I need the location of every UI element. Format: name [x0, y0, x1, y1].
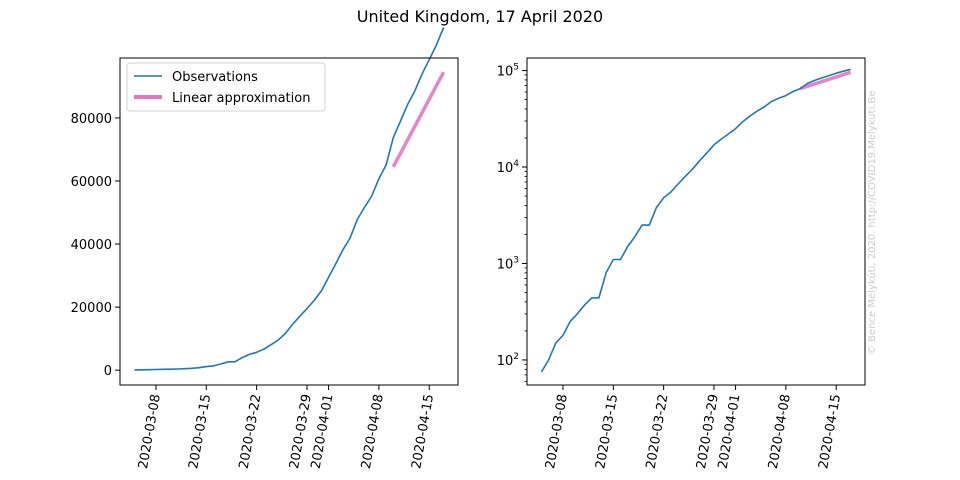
y-tick-label: 40000	[71, 238, 112, 253]
y-tick-exponent: 2	[513, 352, 519, 362]
chart-log: 2020-03-08 2020-03-15 2020-03-22 2020-03-29…	[497, 57, 866, 470]
y-tick-label: 80000	[71, 112, 112, 127]
x-tick-label: 2020-04-15	[409, 393, 437, 470]
y-tick-exponent: 5	[513, 63, 519, 73]
legend-label-observations: Observations	[172, 70, 258, 85]
x-tick-label: 2020-03-22	[237, 393, 265, 470]
plot-area-log: 2020-03-08 2020-03-15 2020-03-22 2020-03-29…	[497, 57, 866, 470]
x-tick-label: 2020-03-08	[136, 393, 164, 470]
y-tick-label: 60000	[71, 175, 112, 190]
x-tick-label: 2020-04-08	[766, 393, 794, 470]
x-tick-label: 2020-04-15	[816, 393, 844, 470]
legend-label-approximation: Linear approximation	[172, 91, 310, 106]
x-tick-label: 2020-04-08	[359, 393, 387, 470]
legend: Observations Linear approximation	[126, 62, 326, 112]
y-tick-exponent: 3	[513, 255, 519, 265]
y-tick-label: 0	[104, 364, 112, 379]
series-line-observations	[134, 27, 445, 371]
axes-frame	[119, 57, 459, 386]
x-tick-label: 2020-03-08	[543, 393, 571, 470]
y-tick-exponent: 4	[513, 159, 519, 169]
figure-title: United Kingdom, 17 April 2020	[357, 7, 603, 26]
series-line-approximation	[799, 70, 852, 91]
y-tick-label: 20000	[71, 301, 112, 316]
y-tick-label: 105	[497, 63, 519, 80]
x-tick-label: 2020-03-22	[644, 393, 672, 470]
series-line-approximation	[391, 71, 446, 168]
series-line-observations	[540, 68, 851, 373]
y-tick-label: 102	[497, 352, 519, 369]
x-tick-label: 2020-03-15	[186, 393, 214, 470]
chart-linear: 2020-03-08 2020-03-15 2020-03-22 2020-03-29…	[71, 27, 459, 470]
y-tick-label: 103	[497, 255, 519, 272]
x-tick-label: 2020-03-15	[593, 393, 621, 470]
legend-frame	[126, 62, 326, 112]
axes-frame	[526, 57, 866, 386]
y-tick-label: 104	[497, 159, 520, 176]
credit-text: © Bence Mélykúti, 2020. http://COVID19.M…	[866, 91, 878, 355]
